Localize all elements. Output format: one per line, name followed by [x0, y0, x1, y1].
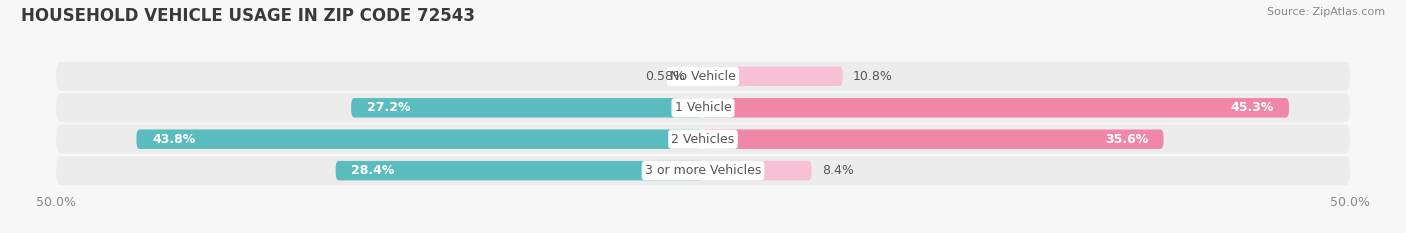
FancyBboxPatch shape — [56, 62, 1350, 91]
Text: Source: ZipAtlas.com: Source: ZipAtlas.com — [1267, 7, 1385, 17]
Text: No Vehicle: No Vehicle — [671, 70, 735, 83]
FancyBboxPatch shape — [56, 93, 1350, 122]
Text: 45.3%: 45.3% — [1230, 101, 1274, 114]
Text: 27.2%: 27.2% — [367, 101, 411, 114]
Text: 1 Vehicle: 1 Vehicle — [675, 101, 731, 114]
Text: 2 Vehicles: 2 Vehicles — [672, 133, 734, 146]
FancyBboxPatch shape — [56, 156, 1350, 185]
Text: 0.58%: 0.58% — [645, 70, 685, 83]
FancyBboxPatch shape — [703, 161, 811, 180]
FancyBboxPatch shape — [56, 125, 1350, 154]
Text: 43.8%: 43.8% — [152, 133, 195, 146]
Text: 35.6%: 35.6% — [1105, 133, 1147, 146]
Text: HOUSEHOLD VEHICLE USAGE IN ZIP CODE 72543: HOUSEHOLD VEHICLE USAGE IN ZIP CODE 7254… — [21, 7, 475, 25]
FancyBboxPatch shape — [703, 130, 1164, 149]
Text: 8.4%: 8.4% — [823, 164, 853, 177]
Text: 3 or more Vehicles: 3 or more Vehicles — [645, 164, 761, 177]
FancyBboxPatch shape — [703, 98, 1289, 117]
FancyBboxPatch shape — [136, 130, 703, 149]
Text: 10.8%: 10.8% — [853, 70, 893, 83]
FancyBboxPatch shape — [352, 98, 703, 117]
Text: 28.4%: 28.4% — [352, 164, 395, 177]
FancyBboxPatch shape — [703, 67, 842, 86]
FancyBboxPatch shape — [696, 67, 703, 86]
FancyBboxPatch shape — [336, 161, 703, 180]
